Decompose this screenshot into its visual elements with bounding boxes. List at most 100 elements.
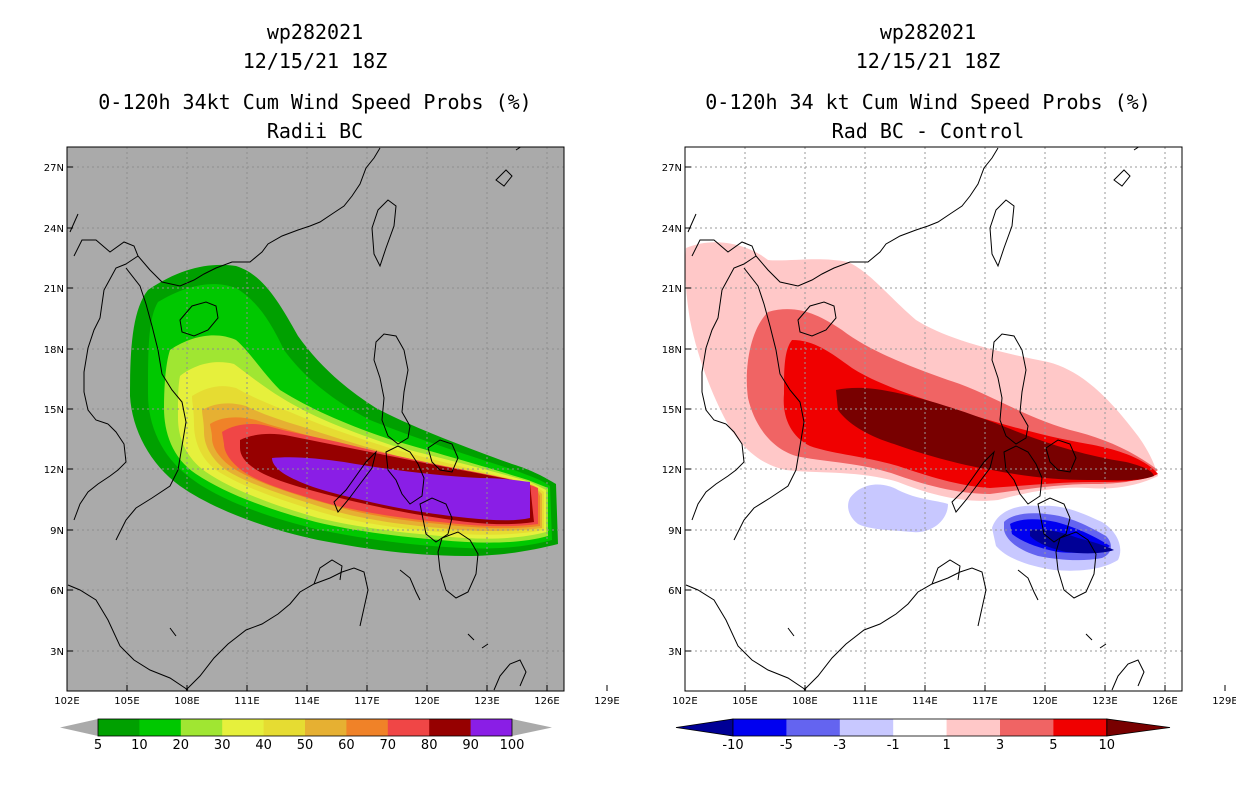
prob-band-90 (272, 457, 530, 521)
diff-band-neg10 (1030, 529, 1114, 554)
colorbar-tick-label: 20 (173, 738, 190, 753)
y-tick-label: 3N (668, 647, 682, 658)
y-tick-label: 24N (44, 224, 64, 235)
x-tick-label: 120E (414, 696, 439, 707)
colorbar-over-arrow (512, 719, 552, 736)
colorbar-tick-label: 5 (94, 738, 102, 753)
y-tick-label: 12N (44, 465, 64, 476)
left-title-variant: Radii BC (266, 119, 364, 143)
colorbar-tick-label: -3 (833, 738, 846, 753)
x-tick-label: 108E (792, 696, 817, 707)
x-tick-label: 105E (114, 696, 139, 707)
right-x-axis: 102E 105E 108E 111E 114E 117E 120E 123E 126E 129E (672, 685, 1236, 707)
colorbar-tick-label: -1 (887, 738, 900, 753)
left-y-axis: 27N 24N 21N 18N 15N 12N 9N 6N 3N (44, 163, 73, 658)
right-title-variant: Rad BC - Control (831, 119, 1025, 143)
colorbar-swatch (387, 719, 430, 736)
colorbar-tick-label: 3 (996, 738, 1004, 753)
colorbar-tick-label: 30 (214, 738, 231, 753)
left-map-panel: 102E 105E 108E 111E 114E 117E 120E 123E 126E 129E… (44, 146, 620, 753)
colorbar-swatch (263, 719, 306, 736)
left-gridlines (67, 147, 564, 691)
colorbar-tick-label: 1 (942, 738, 950, 753)
y-tick-label: 18N (662, 345, 682, 356)
colorbar-tick-label: 40 (255, 738, 272, 753)
x-tick-label: 108E (174, 696, 199, 707)
left-title-product: 0-120h 34kt Cum Wind Speed Probs (%) (98, 90, 532, 114)
y-tick-label: 9N (50, 526, 64, 537)
x-tick-label: 105E (732, 696, 757, 707)
x-tick-label: 117E (972, 696, 997, 707)
right-y-axis: 27N 24N 21N 18N 15N 12N 9N 6N 3N (662, 163, 691, 658)
y-tick-label: 18N (44, 345, 64, 356)
right-map-panel: 102E 105E 108E 111E 114E 117E 120E 123E 126E 129E… (662, 146, 1236, 753)
left-x-axis: 102E 105E 108E 111E 114E 117E 120E 123E 126E 129E (54, 685, 620, 707)
colorbar-swatch (893, 719, 948, 736)
colorbar-swatch (222, 719, 265, 736)
x-tick-label: 123E (1092, 696, 1117, 707)
y-tick-label: 3N (50, 647, 64, 658)
colorbar-under-arrow (60, 719, 98, 736)
colorbar-tick-label: 90 (462, 738, 479, 753)
right-colorbar: -10 -5 -3 -1 1 3 5 10 (675, 718, 1171, 753)
left-title-date: 12/15/21 18Z (242, 49, 388, 73)
diff-band-pos10 (836, 387, 1154, 481)
colorbar-frame (97, 718, 513, 737)
x-tick-label: 123E (474, 696, 499, 707)
colorbar-swatch (98, 719, 140, 736)
x-tick-label: 114E (912, 696, 937, 707)
x-tick-label: 129E (594, 696, 619, 707)
x-tick-label: 126E (534, 696, 559, 707)
colorbar-swatch (305, 719, 347, 736)
x-tick-label: 111E (234, 696, 259, 707)
colorbar-swatch (346, 719, 389, 736)
colorbar-swatch (429, 719, 472, 736)
colorbar-swatch (946, 719, 1001, 736)
x-tick-label: 129E (1212, 696, 1236, 707)
colorbar-tick-label: 70 (380, 738, 397, 753)
y-tick-label: 12N (662, 465, 682, 476)
x-tick-label: 114E (294, 696, 319, 707)
colorbar-tick-label: 60 (338, 738, 355, 753)
left-map-frame (66, 146, 565, 692)
colorbar-swatch (139, 719, 182, 736)
colorbar-over-arrow (1106, 718, 1171, 737)
x-tick-label: 120E (1032, 696, 1057, 707)
right-gridlines (685, 147, 1182, 691)
colorbar-swatch (786, 719, 841, 736)
left-probability-field (67, 147, 564, 691)
y-tick-label: 21N (44, 284, 64, 295)
x-tick-label: 102E (672, 696, 697, 707)
colorbar-swatch (733, 719, 787, 736)
colorbar-swatch (1000, 719, 1054, 736)
colorbar-swatch (470, 719, 513, 736)
x-tick-label: 126E (1152, 696, 1177, 707)
colorbar-swatch (180, 719, 223, 736)
colorbar-tick-label: -10 (722, 738, 743, 753)
colorbar-tick-label: 5 (1049, 738, 1057, 753)
x-tick-label: 111E (852, 696, 877, 707)
colorbar-frame (732, 718, 1108, 737)
y-tick-label: 9N (668, 526, 682, 537)
right-title-storm: wp282021 (879, 20, 977, 44)
colorbar-tick-label: -5 (780, 738, 793, 753)
y-tick-label: 27N (662, 163, 682, 174)
y-tick-label: 6N (668, 586, 682, 597)
colorbar-tick-label: 10 (131, 738, 148, 753)
x-tick-label: 117E (354, 696, 379, 707)
right-title-date: 12/15/21 18Z (855, 49, 1001, 73)
y-tick-label: 15N (662, 405, 682, 416)
colorbar-tick-label: 50 (297, 738, 314, 753)
y-tick-label: 15N (44, 405, 64, 416)
y-tick-label: 6N (50, 586, 64, 597)
right-title-product: 0-120h 34 kt Cum Wind Speed Probs (%) (705, 90, 1151, 114)
x-tick-label: 102E (54, 696, 79, 707)
right-difference-field (685, 147, 1182, 691)
diff-band-neg1 (848, 484, 948, 533)
left-title-storm: wp282021 (266, 20, 364, 44)
colorbar-swatch (1053, 719, 1108, 736)
y-tick-label: 21N (662, 284, 682, 295)
y-tick-label: 27N (44, 163, 64, 174)
colorbar-tick-label: 10 (1099, 738, 1116, 753)
